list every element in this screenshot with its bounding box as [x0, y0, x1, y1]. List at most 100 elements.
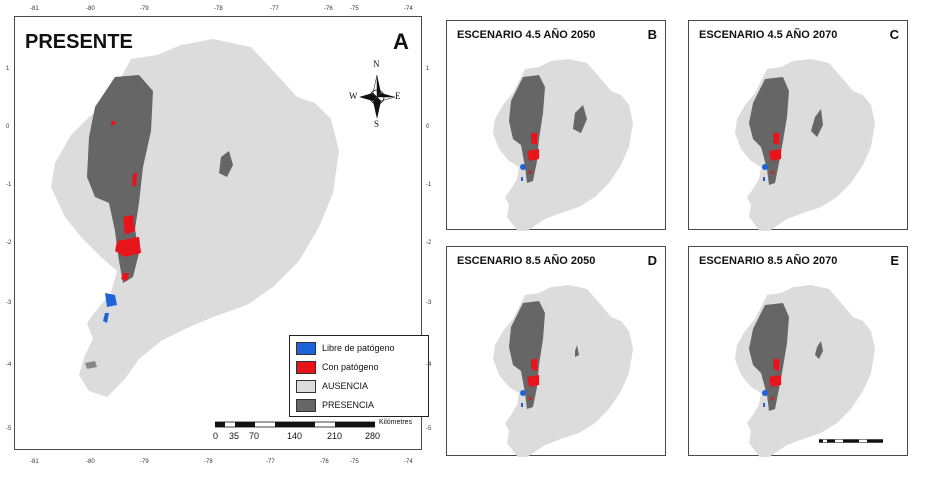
lon-tick: -77: [266, 459, 275, 465]
presencia-patch-east: [811, 109, 823, 137]
legend-item-libre: Libre de patógeno: [296, 340, 395, 356]
con-patogeno-areas: [769, 133, 781, 174]
lat-tick: 0: [426, 124, 430, 130]
presencia-patch-east: [575, 345, 579, 357]
legend-swatch: [296, 398, 316, 412]
scale-bar-graphic: [819, 439, 883, 443]
lat-tick: -3: [426, 300, 432, 306]
lon-tick: -78: [214, 6, 223, 12]
lon-tick: -74: [404, 459, 413, 465]
presencia-patch-east: [815, 341, 823, 359]
legend-label: PRESENCIA: [322, 400, 375, 410]
lon-tick: -80: [86, 6, 95, 12]
lon-tick: -81: [30, 459, 39, 465]
panel-letter: C: [889, 27, 899, 42]
ausencia-region: [735, 59, 875, 231]
lat-tick: 0: [6, 124, 10, 130]
legend-swatch: [296, 379, 316, 393]
scenario-map: [493, 59, 633, 231]
libre-patogeno-areas: [520, 390, 526, 407]
panel-title: ESCENARIO 8.5 AÑO 2050: [457, 255, 596, 267]
lon-tick: -76: [320, 459, 329, 465]
map-panel-b: ESCENARIO 4.5 AÑO 2050 B: [446, 20, 666, 231]
compass-rose: N S E W: [349, 59, 401, 129]
lon-tick: -74: [404, 6, 413, 12]
lon-tick: -77: [270, 6, 279, 12]
lon-tick: -79: [140, 6, 149, 12]
scale-tick: 280: [365, 431, 381, 441]
con-patogeno-areas: [111, 121, 141, 281]
scale-tick: 35: [229, 431, 240, 441]
scale-tick: 70: [249, 431, 260, 441]
libre-patogeno-areas: [762, 390, 768, 407]
lat-tick: -2: [6, 240, 12, 246]
lon-tick: -78: [204, 459, 213, 465]
lat-tick: -1: [426, 182, 432, 188]
legend-item-ausencia: AUSENCIA: [296, 378, 368, 394]
lat-tick: -1: [6, 182, 12, 188]
presencia-region: [87, 75, 153, 283]
panel-letter: A: [393, 29, 409, 54]
compass-icon: [359, 74, 396, 119]
panel-title: ESCENARIO 8.5 AÑO 2070: [699, 255, 838, 267]
scale-tick: 210: [327, 431, 343, 441]
lat-tick: 1: [6, 66, 10, 72]
map-legend: Libre de patógeno Con patógeno AUSENCIA …: [289, 335, 429, 417]
map-presente: [51, 39, 339, 397]
lon-tick: -75: [350, 459, 359, 465]
panel-letter: B: [647, 27, 657, 42]
map-panel-e: ESCENARIO 8.5 AÑO 2070 E: [688, 246, 908, 457]
lat-tick: -3: [6, 300, 12, 306]
lat-tick: -4: [6, 362, 12, 368]
lat-tick: -4: [426, 362, 432, 368]
lat-tick: -5: [6, 426, 12, 432]
con-patogeno-areas: [527, 359, 539, 400]
lon-tick: -80: [86, 459, 95, 465]
panel-letter: D: [647, 253, 657, 268]
legend-item-presencia: PRESENCIA: [296, 397, 374, 413]
compass-n: N: [373, 59, 380, 69]
lon-tick: -81: [30, 6, 39, 12]
map-panel-c: ESCENARIO 4.5 AÑO 2070 C: [688, 20, 908, 231]
legend-label: Libre de patógeno: [322, 343, 395, 353]
lat-tick: -2: [426, 240, 432, 246]
lat-tick: 1: [426, 66, 430, 72]
ausencia-region: [493, 285, 633, 457]
scale-bar: Kilómetres 0 35 70 140 210 280: [213, 419, 415, 445]
compass-s: S: [374, 119, 380, 129]
legend-swatch: [296, 360, 316, 374]
scale-tick: 140: [287, 431, 303, 441]
libre-patogeno-areas: [520, 164, 526, 181]
lat-tick: -5: [426, 426, 432, 432]
scale-tick: 0: [213, 431, 219, 441]
compass-w: W: [349, 91, 358, 101]
legend-label: AUSENCIA: [322, 381, 369, 391]
panel-letter: E: [890, 253, 899, 268]
ausencia-region: [493, 59, 633, 231]
scale-unit: Kilómetres: [379, 419, 413, 426]
con-patogeno-areas: [769, 359, 781, 400]
presencia-patch-south: [85, 361, 97, 369]
lon-tick: -76: [324, 6, 333, 12]
compass-e: E: [395, 91, 401, 101]
map-panel-presente: PRESENTE A N S E W Libre de patógeno: [14, 16, 429, 450]
scenario-map: [493, 285, 633, 457]
con-patogeno-areas: [527, 133, 539, 174]
lon-tick: -79: [140, 459, 149, 465]
legend-label: Con patógeno: [322, 362, 379, 372]
scenario-map: [735, 59, 875, 231]
scenario-map: [735, 285, 875, 457]
libre-patogeno-areas: [103, 293, 117, 323]
libre-patogeno-areas: [762, 164, 768, 181]
panel-title: ESCENARIO 4.5 AÑO 2070: [699, 29, 838, 41]
ausencia-region: [735, 285, 875, 457]
panel-title: PRESENTE: [25, 31, 133, 53]
presencia-patch-east: [219, 151, 233, 177]
presencia-patch-east: [573, 105, 587, 133]
scale-bar-graphic: [215, 421, 375, 428]
lon-tick: -75: [350, 6, 359, 12]
legend-item-con: Con patógeno: [296, 359, 379, 375]
map-panel-d: ESCENARIO 8.5 AÑO 2050 D: [446, 246, 666, 457]
legend-swatch: [296, 341, 316, 355]
panel-title: ESCENARIO 4.5 AÑO 2050: [457, 29, 596, 41]
